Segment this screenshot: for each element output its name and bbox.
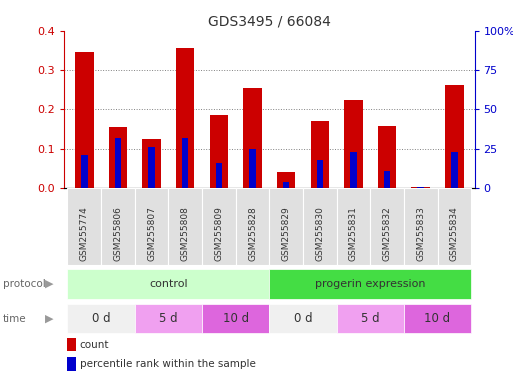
Title: GDS3495 / 66084: GDS3495 / 66084 bbox=[208, 14, 331, 28]
Text: 10 d: 10 d bbox=[424, 312, 450, 325]
Bar bbox=[210, 115, 228, 188]
Bar bbox=[81, 155, 88, 188]
Text: GSM255774: GSM255774 bbox=[80, 206, 89, 261]
Text: time: time bbox=[3, 314, 26, 324]
Bar bbox=[176, 48, 194, 188]
Text: GSM255807: GSM255807 bbox=[147, 206, 156, 261]
Bar bbox=[418, 187, 424, 188]
Text: ▶: ▶ bbox=[45, 314, 54, 324]
Text: ▶: ▶ bbox=[45, 279, 54, 289]
Bar bbox=[168, 188, 202, 265]
Bar bbox=[142, 139, 161, 188]
Bar bbox=[337, 188, 370, 265]
Text: GSM255808: GSM255808 bbox=[181, 206, 190, 261]
Text: GSM255834: GSM255834 bbox=[450, 206, 459, 261]
Bar bbox=[243, 88, 262, 188]
Bar bbox=[135, 304, 202, 333]
Bar bbox=[438, 188, 471, 265]
Bar bbox=[109, 127, 127, 188]
Bar bbox=[115, 138, 121, 188]
Text: GSM255829: GSM255829 bbox=[282, 206, 291, 261]
Bar bbox=[235, 188, 269, 265]
Bar bbox=[202, 304, 269, 333]
Bar bbox=[148, 147, 155, 188]
Bar bbox=[337, 304, 404, 333]
Bar bbox=[404, 304, 471, 333]
Bar bbox=[370, 188, 404, 265]
Text: GSM255832: GSM255832 bbox=[383, 206, 391, 261]
Text: count: count bbox=[80, 340, 109, 350]
Text: 10 d: 10 d bbox=[223, 312, 249, 325]
Bar bbox=[445, 85, 464, 188]
Bar bbox=[68, 188, 101, 265]
Text: percentile rank within the sample: percentile rank within the sample bbox=[80, 359, 255, 369]
Bar bbox=[269, 270, 471, 299]
Bar bbox=[101, 188, 135, 265]
Bar bbox=[384, 171, 390, 188]
Bar bbox=[135, 188, 168, 265]
Bar bbox=[411, 187, 430, 188]
Text: GSM255806: GSM255806 bbox=[113, 206, 123, 261]
Bar bbox=[451, 152, 458, 188]
Bar bbox=[75, 52, 93, 188]
Bar bbox=[378, 126, 397, 188]
Bar bbox=[182, 138, 188, 188]
Bar bbox=[202, 188, 235, 265]
Text: progerin expression: progerin expression bbox=[315, 279, 425, 289]
Bar bbox=[317, 160, 323, 188]
Bar bbox=[269, 304, 337, 333]
Bar bbox=[344, 99, 363, 188]
Bar bbox=[68, 304, 135, 333]
Bar bbox=[269, 188, 303, 265]
Bar bbox=[283, 182, 289, 188]
Text: control: control bbox=[149, 279, 188, 289]
Bar bbox=[303, 188, 337, 265]
Text: 5 d: 5 d bbox=[159, 312, 177, 325]
Text: GSM255831: GSM255831 bbox=[349, 206, 358, 261]
Bar bbox=[249, 149, 256, 188]
Text: GSM255830: GSM255830 bbox=[315, 206, 324, 261]
Text: GSM255809: GSM255809 bbox=[214, 206, 223, 261]
Text: 0 d: 0 d bbox=[92, 312, 110, 325]
Bar bbox=[215, 163, 222, 188]
Bar bbox=[310, 121, 329, 188]
Text: GSM255828: GSM255828 bbox=[248, 206, 257, 261]
Bar bbox=[404, 188, 438, 265]
Text: 5 d: 5 d bbox=[361, 312, 380, 325]
Bar bbox=[68, 270, 269, 299]
Bar bbox=[277, 172, 295, 188]
Text: 0 d: 0 d bbox=[293, 312, 312, 325]
Bar bbox=[350, 152, 357, 188]
Text: protocol: protocol bbox=[3, 279, 45, 289]
Text: GSM255833: GSM255833 bbox=[416, 206, 425, 261]
